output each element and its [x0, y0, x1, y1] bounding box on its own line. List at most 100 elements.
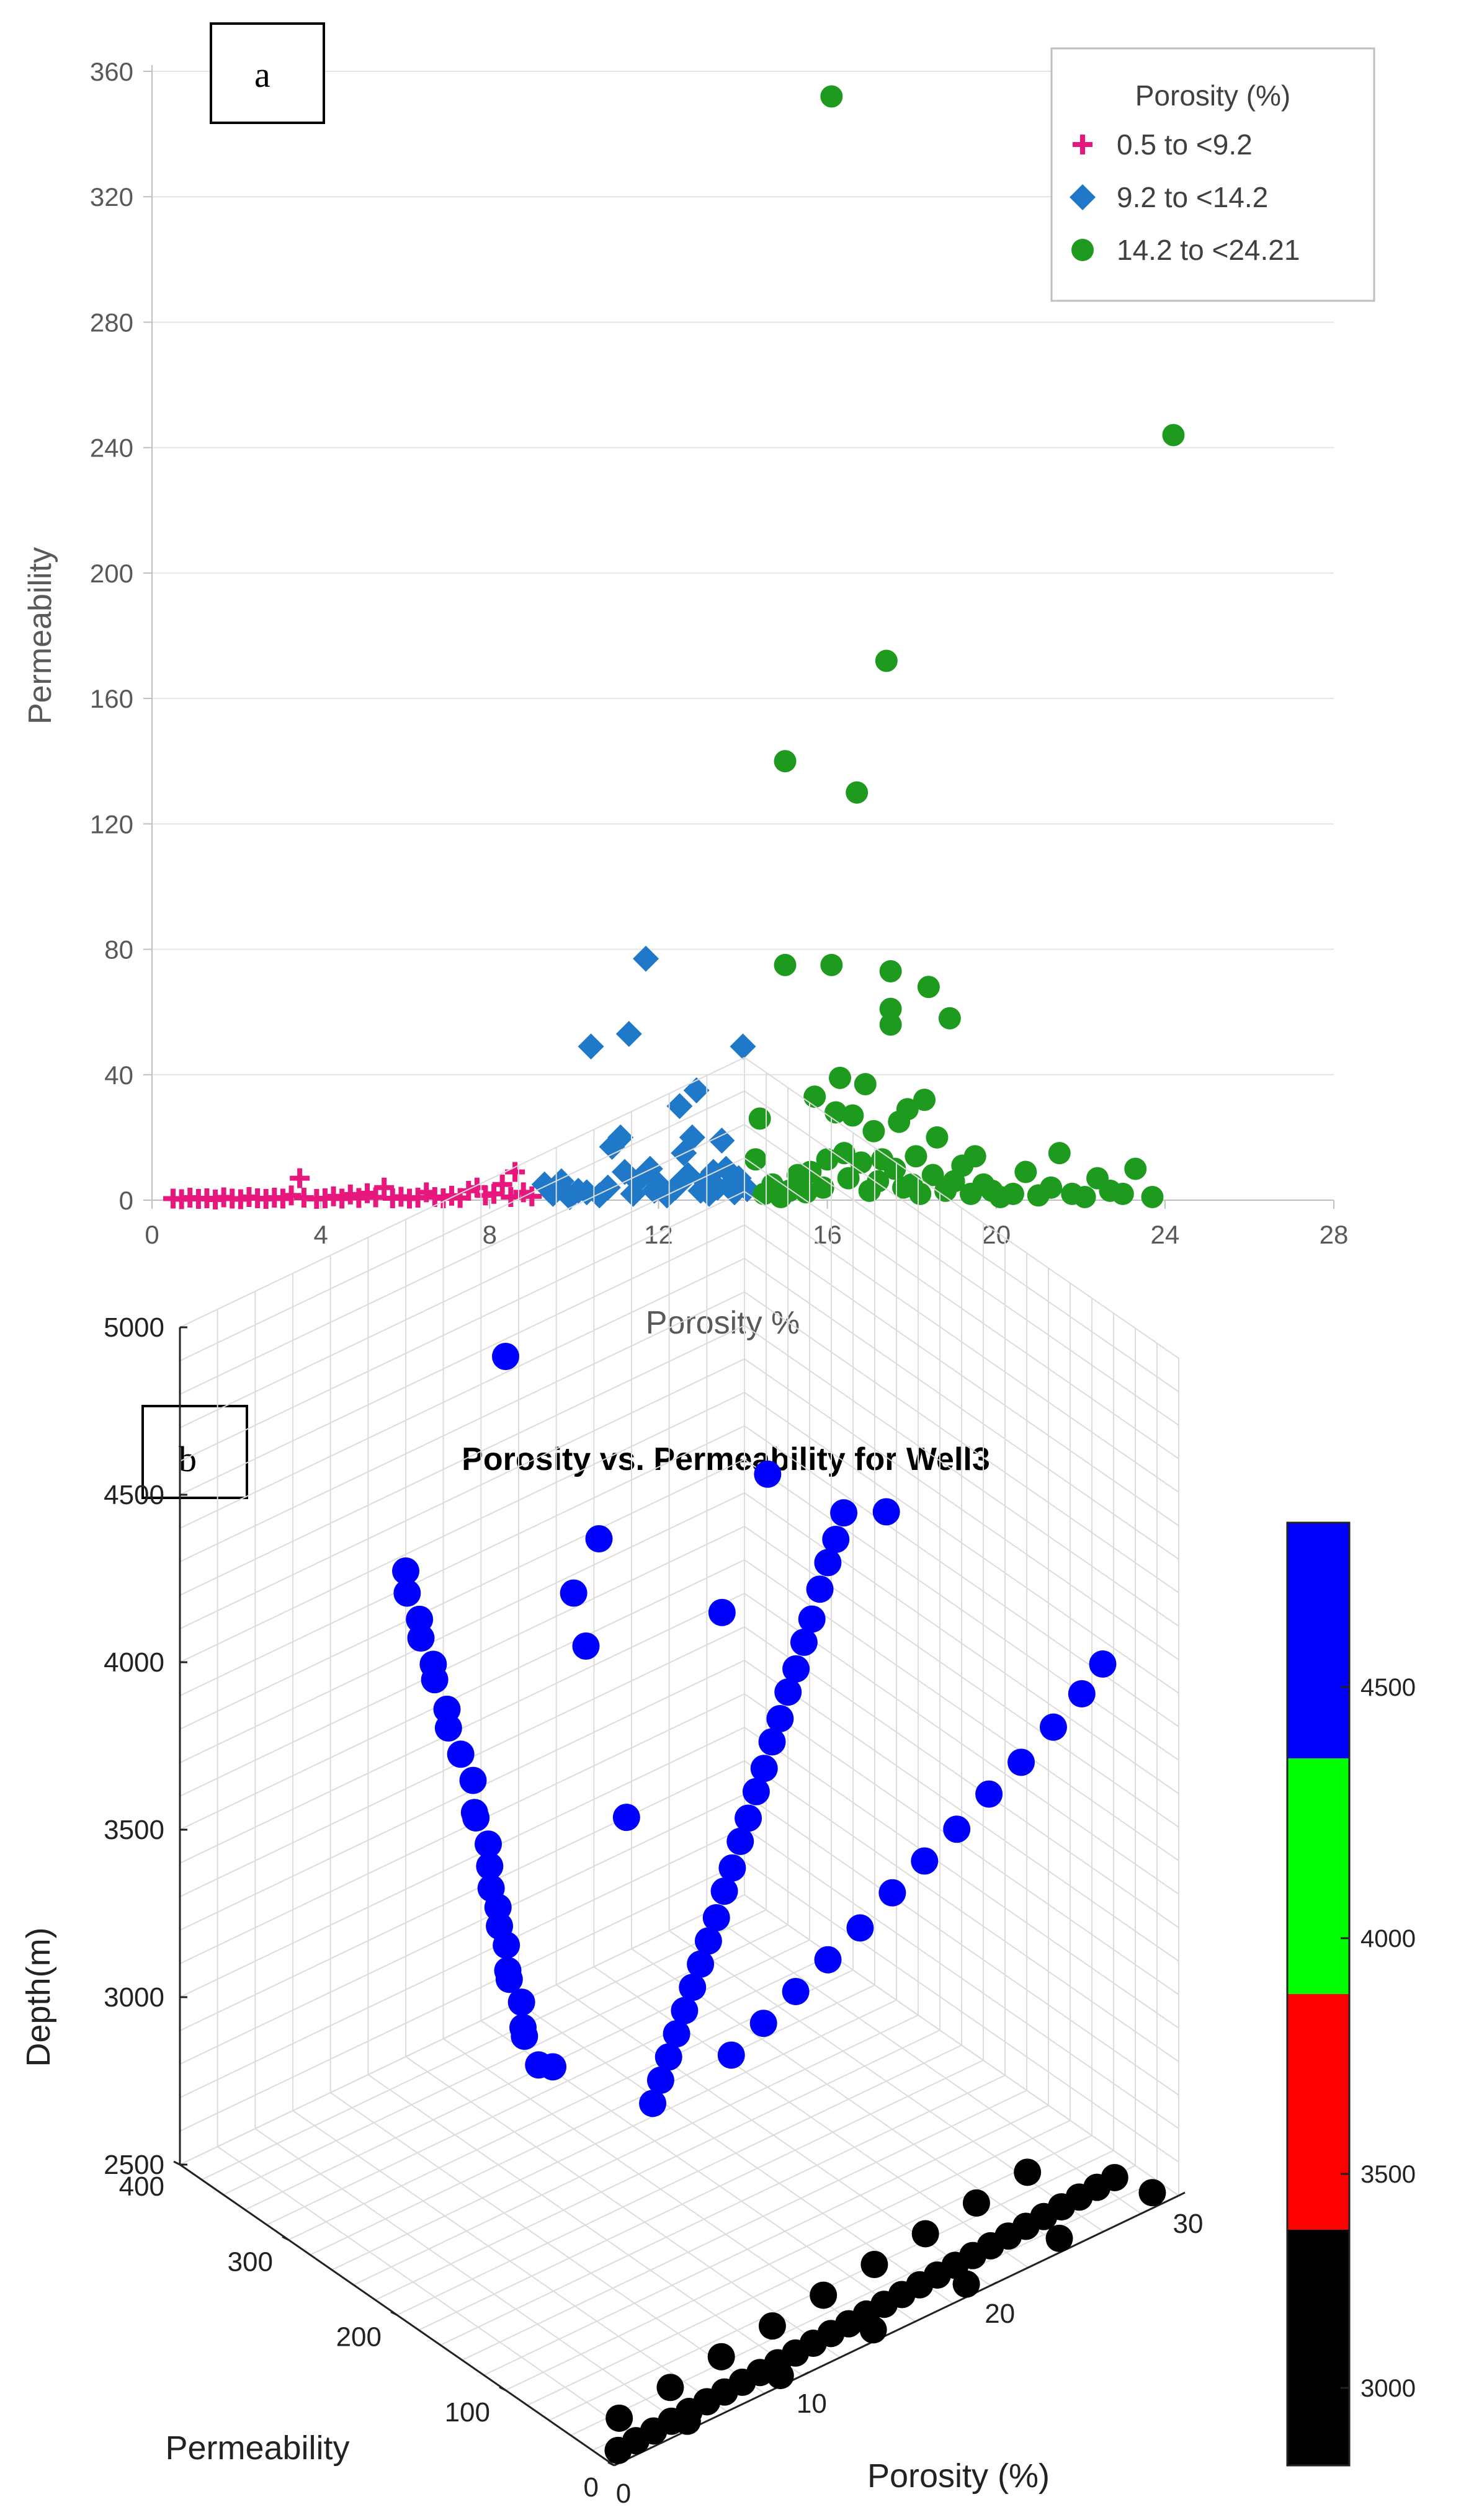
- porosity-axis-line: [614, 2194, 1179, 2467]
- data-point: [754, 1460, 782, 1488]
- back-wall-gridline: [179, 1358, 745, 1629]
- panel-a-y-tick-labels: 0 40 80 120 160 200 240 280 320 360: [90, 57, 133, 1215]
- y-tick-mark: [607, 2461, 615, 2467]
- panel-b-colorbar: 3000 3500 4000 4500: [1286, 1521, 1416, 2467]
- panel-a-y-axis-label: Permeability: [22, 547, 58, 724]
- x-tick-label: 8: [483, 1220, 497, 1249]
- floor-gridline: [353, 2015, 919, 2286]
- back-wall-gridline: [179, 1727, 745, 1998]
- x-tick-label: 28: [1320, 1220, 1349, 1249]
- floor-gridline: [462, 2090, 1027, 2361]
- y-tick-label: 300: [228, 2246, 273, 2277]
- data-point: [374, 1177, 395, 1198]
- data-point: [710, 1877, 738, 1905]
- data-point: [702, 1903, 730, 1931]
- side-wall-gridline: [744, 1660, 1179, 1962]
- data-point: [1045, 2224, 1073, 2252]
- legend-entry-3: 14.2 to <24.21: [1117, 234, 1300, 266]
- data-point: [290, 1168, 310, 1188]
- colorbar-segment-4: [1287, 1523, 1349, 1758]
- data-point: [846, 1914, 874, 1942]
- side-wall-gridline: [744, 1626, 1179, 1928]
- data-point: [883, 1157, 906, 1180]
- back-wall-gridline: [179, 1794, 745, 2065]
- y-tick-mark: [173, 2160, 181, 2166]
- data-point: [393, 1579, 421, 1607]
- y-tick-mark: [499, 2386, 506, 2392]
- data-point: [758, 2312, 786, 2340]
- data-point: [938, 1007, 961, 1030]
- legend-marker-3: [1071, 239, 1094, 261]
- back-wall-gridline: [179, 1191, 745, 1462]
- colorbar-segment-1: [1287, 2230, 1349, 2465]
- data-point: [811, 1176, 834, 1199]
- data-point: [560, 1579, 588, 1607]
- data-point: [578, 1033, 604, 1060]
- data-point: [507, 1988, 535, 2016]
- data-point: [492, 1174, 512, 1195]
- data-point: [1040, 1176, 1063, 1199]
- data-point: [926, 1126, 949, 1149]
- back-wall-gridline: [179, 1224, 745, 1495]
- side-wall-gridline: [744, 1057, 1179, 1359]
- data-point: [875, 649, 898, 672]
- data-point: [671, 1997, 699, 2024]
- data-point: [750, 1755, 778, 1783]
- x-tick-label: 0: [145, 1220, 159, 1249]
- data-point: [708, 1598, 736, 1626]
- legend-entry-1: 0.5 to <9.2: [1117, 128, 1253, 161]
- data-point: [879, 1013, 902, 1036]
- panel-b-label: b: [179, 1439, 197, 1479]
- legend-marker-2: [1070, 184, 1096, 210]
- data-point: [810, 2281, 838, 2309]
- panel-b-x-axis-label: Porosity (%): [867, 2457, 1050, 2495]
- data-point: [663, 2020, 690, 2048]
- side-wall-gridline: [744, 1224, 1179, 1526]
- y-tick-label: 160: [90, 684, 133, 713]
- floor-gridline: [331, 1999, 897, 2271]
- data-point: [646, 2066, 674, 2094]
- data-point: [806, 1575, 834, 1603]
- side-wall-gridline: [744, 1258, 1179, 1560]
- panel-a-legend: Porosity (%) 0.5 to <9.2 9.2 to <14.2 14.2…: [1050, 47, 1375, 302]
- data-point: [459, 1766, 487, 1794]
- data-point: [774, 750, 797, 773]
- data-point: [605, 2404, 633, 2432]
- floor-gridline: [375, 2029, 940, 2301]
- y-tick-label: 360: [90, 57, 133, 86]
- z-tick-label: 4500: [104, 1480, 164, 1510]
- data-point: [782, 1655, 810, 1683]
- data-point: [841, 1104, 864, 1127]
- data-point: [406, 1605, 434, 1633]
- y-tick-label: 0: [584, 2472, 599, 2503]
- data-point: [707, 2343, 735, 2371]
- data-point: [837, 1167, 860, 1190]
- data-point: [820, 953, 843, 976]
- back-wall-gridline: [179, 1124, 745, 1395]
- data-point: [814, 1946, 842, 1974]
- colorbar-frame: [1286, 1521, 1351, 2467]
- x-tick-label: 4: [313, 1220, 328, 1249]
- z-tick-label: 5000: [104, 1312, 164, 1343]
- z-tick-label: 3500: [104, 1815, 164, 1845]
- floor-gridline: [440, 2075, 1006, 2346]
- data-point: [687, 1950, 715, 1978]
- data-point: [962, 2189, 990, 2217]
- panel-a-data-points: [163, 85, 1185, 1210]
- data-point: [683, 1077, 710, 1104]
- side-wall-gridline: [744, 1693, 1179, 1995]
- x-tick-mark: [990, 2281, 998, 2287]
- data-point: [1014, 1160, 1037, 1183]
- side-wall-gridline: [744, 1124, 1179, 1426]
- legend-marker-1: [1073, 135, 1092, 154]
- data-point: [392, 1557, 419, 1585]
- panel-a-label: a: [254, 55, 270, 95]
- data-point: [447, 1740, 475, 1768]
- panel-b-data-points: [392, 1343, 1166, 2464]
- data-point: [879, 997, 902, 1020]
- data-point: [655, 2043, 682, 2071]
- data-point: [911, 2220, 939, 2248]
- data-point: [1124, 1157, 1147, 1180]
- data-point: [509, 2014, 537, 2042]
- data-point: [766, 1704, 794, 1732]
